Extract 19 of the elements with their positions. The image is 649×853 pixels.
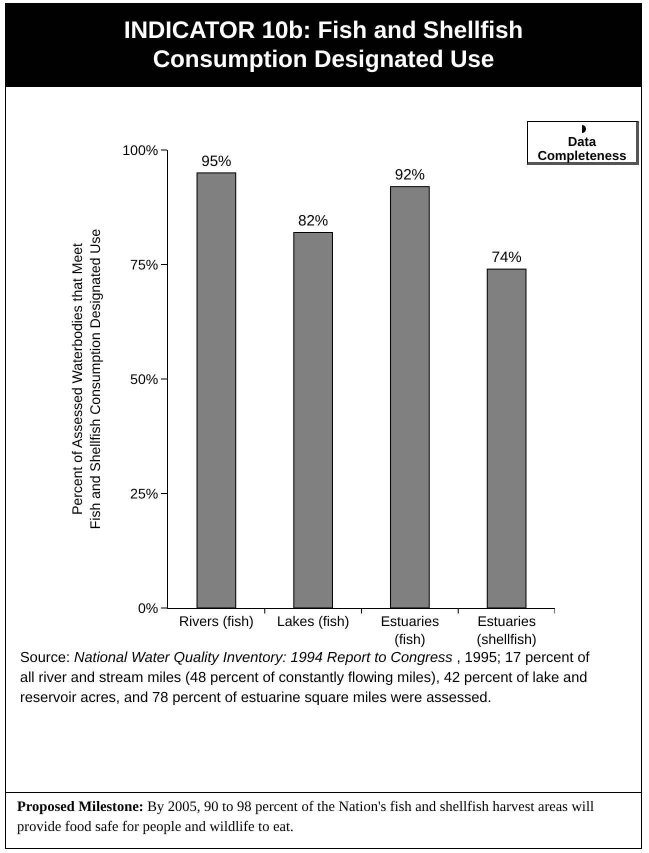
x-tick-label: Estuaries (shellfish) [476, 612, 537, 647]
data-label: 95% [201, 152, 232, 170]
source-note: Source: [20, 650, 70, 666]
data-label: 74% [492, 249, 522, 266]
x-tick-label: Lakes (fish) [276, 612, 350, 629]
x-tick-label: Rivers (fish) [179, 612, 254, 629]
x-tick-label: Estuaries (fish) [380, 612, 440, 647]
y-tick-label: 100% [122, 142, 158, 158]
y-tick-label: 0% [138, 600, 158, 616]
data-label: 82% [298, 212, 328, 230]
data-label: 92% [394, 166, 425, 184]
y-tick-label: 75% [130, 256, 158, 272]
y-tick-label: 50% [130, 370, 158, 387]
text: National Water Quality Inventory: 1994 Report to Congress [74, 650, 453, 666]
text: Proposed Milestone: [17, 799, 144, 815]
chart-title: INDICATOR 10b: Fish and Shellfish Consumption Designated Use [5, 3, 642, 87]
y-tick-label: 25% [130, 485, 158, 502]
annotation: Data Completeness [527, 121, 639, 165]
y-axis-title: Percent of Assessed Waterbodies that Meet Fish and Shellfish Consumption Designated Use [68, 228, 103, 530]
